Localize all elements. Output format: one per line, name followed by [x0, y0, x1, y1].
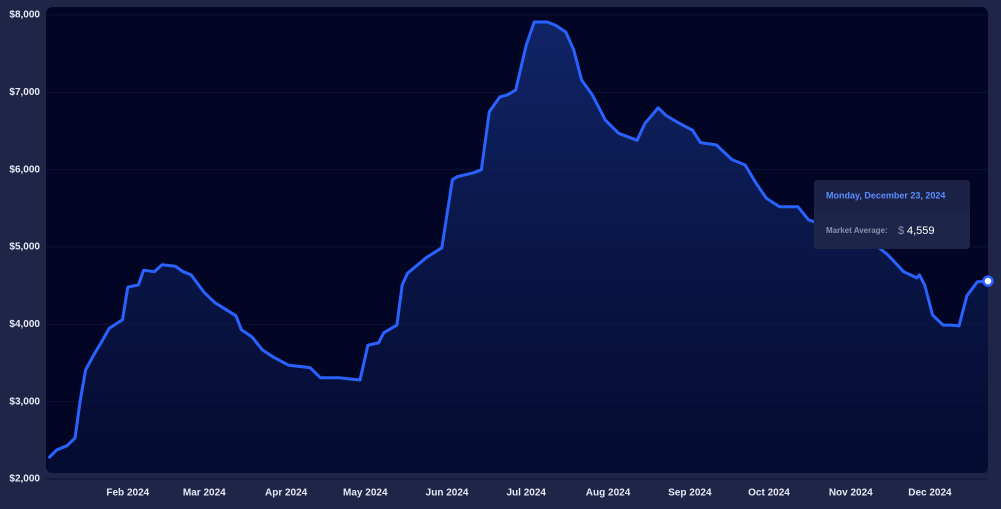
x-tick-label: Feb 2024	[106, 488, 149, 499]
tooltip-currency: $	[898, 225, 904, 237]
y-tick-label: $6,000	[9, 164, 40, 175]
area-fill	[48, 22, 989, 473]
y-tick-label: $8,000	[9, 10, 40, 21]
x-tick-label: Aug 2024	[586, 488, 631, 499]
y-tick-label: $2,000	[9, 474, 40, 485]
tooltip-header	[814, 180, 970, 211]
x-tick-label: Sep 2024	[668, 488, 712, 499]
y-tick-label: $3,000	[9, 396, 40, 407]
x-tick-label: Apr 2024	[265, 488, 308, 499]
hover-point	[982, 275, 994, 287]
y-tick-label: $7,000	[9, 87, 40, 98]
tooltip-label: Market Average:	[826, 226, 888, 235]
y-tick-label: $4,000	[9, 319, 40, 330]
x-tick-label: Mar 2024	[183, 488, 226, 499]
tooltip-value: 4,559	[907, 225, 935, 237]
x-tick-label: May 2024	[343, 488, 388, 499]
tooltip-title: Monday, December 23, 2024	[826, 190, 945, 200]
x-tick-label: Nov 2024	[829, 488, 873, 499]
x-tick-label: Jul 2024	[506, 488, 546, 499]
x-tick-label: Oct 2024	[748, 488, 790, 499]
x-tick-label: Jun 2024	[426, 488, 469, 499]
tooltip: Monday, December 23, 2024 Market Average…	[814, 180, 970, 249]
x-tick-label: Dec 2024	[908, 488, 952, 499]
y-tick-label: $5,000	[9, 242, 40, 253]
